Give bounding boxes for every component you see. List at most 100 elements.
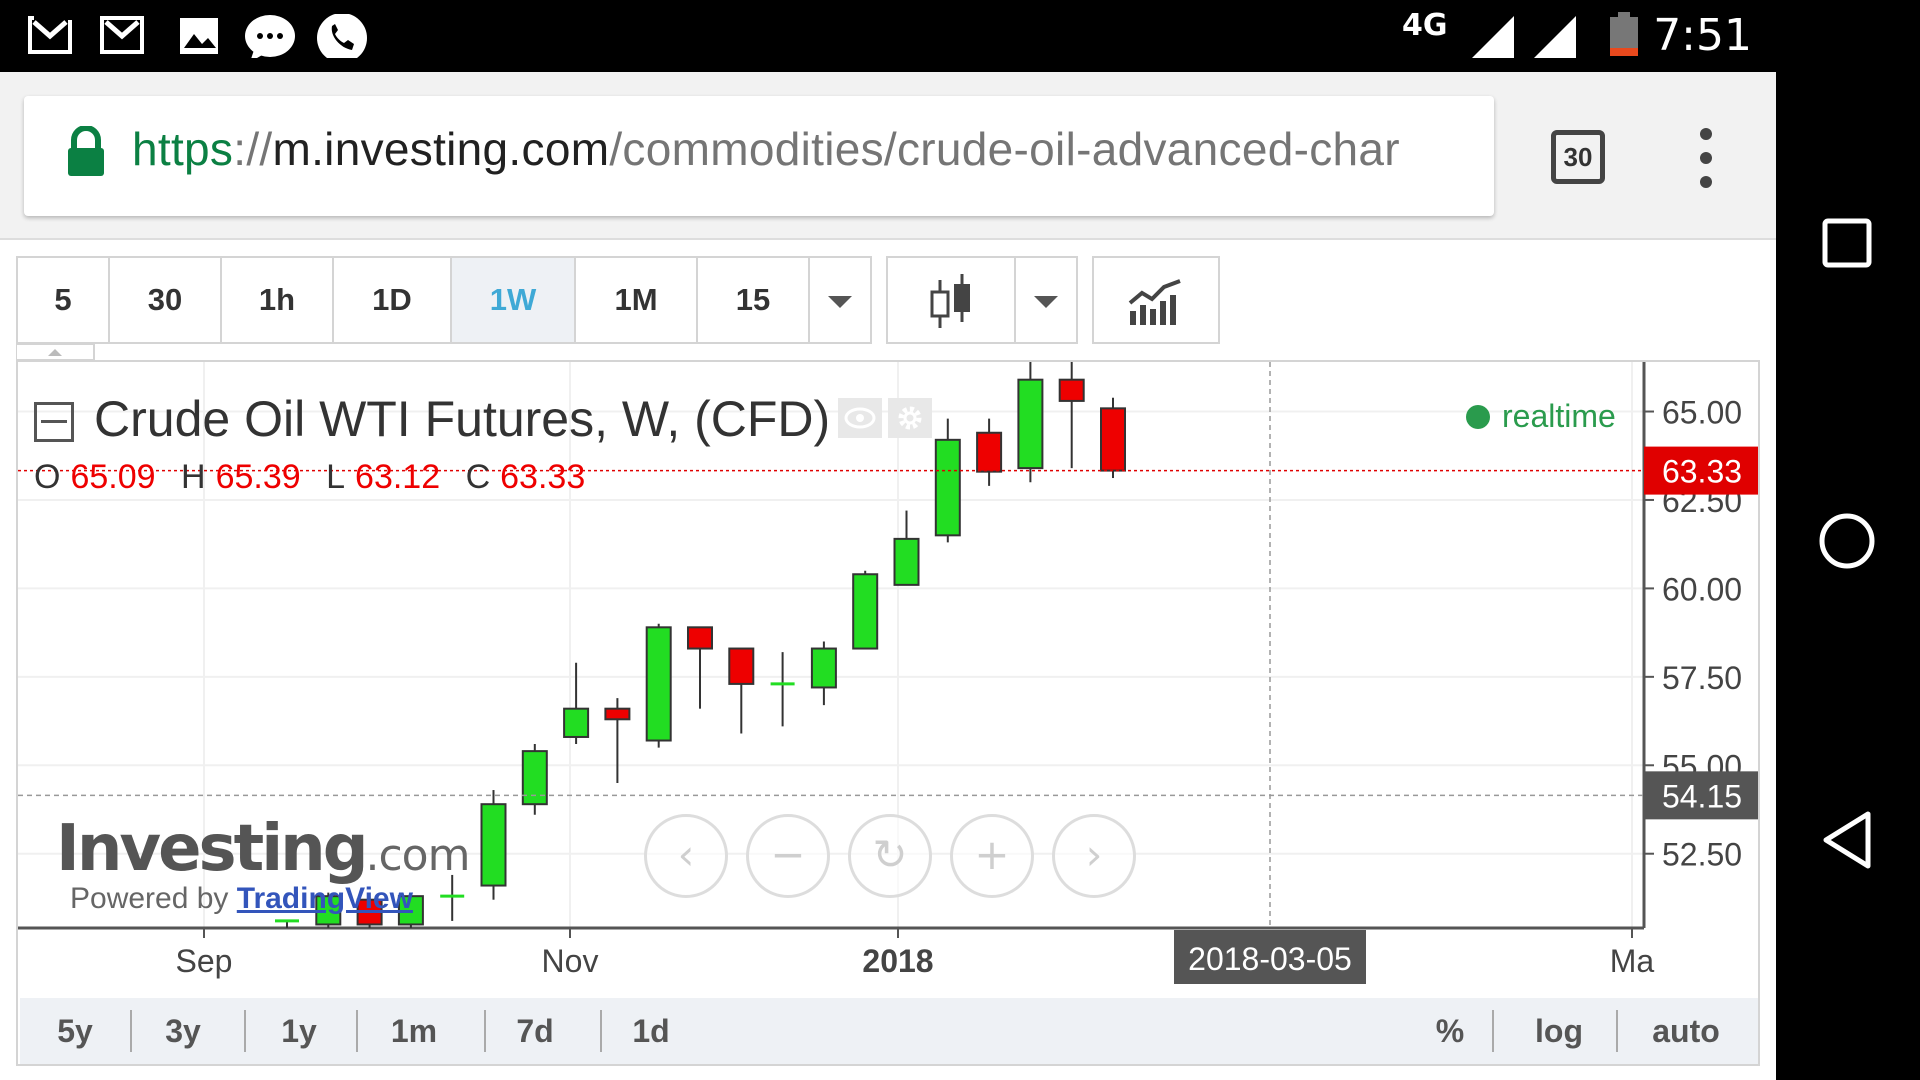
interval-dropdown[interactable] (810, 256, 872, 344)
ohlc-open: 65.09 (70, 458, 156, 496)
gear-icon[interactable] (888, 398, 932, 438)
indicators-button[interactable] (1092, 256, 1220, 344)
interval-5[interactable]: 5 (16, 256, 110, 344)
ohlc-legend: O 65.09 H 65.39 L 63.12 C 63.33 (34, 458, 601, 497)
lock-icon (68, 126, 104, 176)
recents-button[interactable] (1822, 218, 1872, 268)
crosshair-date-label: 2018-03-05 (1188, 941, 1352, 977)
logo-main: Investing (56, 812, 368, 886)
realtime-label: realtime (1502, 398, 1616, 434)
tradingview-link[interactable]: TradingView (236, 882, 413, 915)
status-bar: 4G 7:51 (0, 0, 1776, 72)
interval-1w[interactable]: 1W (452, 256, 576, 344)
x-tick-label: 2018 (862, 943, 933, 979)
realtime-dot-icon (1466, 405, 1490, 429)
ohlc-close-label: C (465, 458, 491, 496)
messages-icon (245, 15, 295, 58)
url-text[interactable]: https://m.investing.com/commodities/crud… (132, 122, 1400, 176)
candle-body (728, 647, 755, 685)
collapse-legend-icon[interactable] (34, 402, 74, 442)
indicators-icon (1128, 278, 1181, 325)
candle-body (1100, 407, 1126, 472)
battery-icon (1610, 12, 1638, 56)
gallery-icon (180, 18, 218, 54)
candle-body (604, 707, 631, 721)
interval-15[interactable]: 15 (698, 256, 810, 344)
range-1y[interactable]: 1y (281, 1013, 317, 1049)
range-separator (484, 1010, 486, 1052)
range-7d[interactable]: 7d (516, 1013, 554, 1049)
candle-body (976, 431, 1003, 473)
candle-body (852, 573, 879, 650)
url-scheme: https (132, 123, 234, 175)
tab-switcher-button[interactable]: 30 (1551, 130, 1605, 184)
chart-panel[interactable]: 65.00 62.50 60.00 57.50 55.00 52.50 Sep Nov 2018… (16, 360, 1760, 1066)
chevron-down-icon (828, 295, 852, 308)
browser-menu-button[interactable] (1686, 128, 1726, 188)
wifi-signal-icon (1534, 16, 1576, 58)
gmail-icon (100, 16, 144, 54)
ohlc-open-label: O (34, 458, 61, 496)
log-scale-toggle[interactable]: log (1535, 1013, 1583, 1049)
crosshair-price-label: 54.15 (1662, 778, 1742, 814)
zoom-out-button[interactable]: − (746, 814, 830, 898)
ohlc-close: 63.33 (500, 458, 586, 496)
investing-logo: Investing.com (56, 812, 471, 886)
home-button[interactable] (1818, 512, 1876, 570)
range-separator (1492, 1010, 1494, 1052)
range-1m[interactable]: 1m (390, 1013, 438, 1049)
auto-scale-toggle[interactable]: auto (1652, 1013, 1720, 1049)
eye-icon[interactable] (838, 398, 882, 438)
url-separator: :// (233, 123, 273, 175)
address-bar[interactable]: https://m.investing.com/commodities/crud… (24, 96, 1494, 216)
ohlc-high-label: H (181, 458, 206, 496)
candle-body (934, 438, 961, 537)
interval-30[interactable]: 30 (110, 256, 222, 344)
range-separator (1616, 1010, 1618, 1052)
x-tick-label: Sep (176, 943, 233, 979)
candle-body (521, 750, 548, 806)
candle-body (687, 626, 713, 650)
logo-suffix: .com (365, 830, 471, 881)
candle-body (397, 895, 424, 926)
reset-chart-button[interactable]: ↻ (848, 814, 932, 898)
collapse-toolbar-tab[interactable] (16, 344, 96, 360)
url-path: /commodities/crude-oil-advanced-char (609, 123, 1400, 175)
chart-type-dropdown[interactable] (1016, 256, 1078, 344)
candle-body (480, 803, 507, 887)
candlestick-icon (930, 273, 970, 328)
signal-icon (1472, 16, 1514, 58)
range-5y[interactable]: 5y (57, 1013, 93, 1049)
ohlc-high: 65.39 (215, 458, 301, 496)
scroll-left-button[interactable]: ‹ (644, 814, 728, 898)
interval-1d[interactable]: 1D (334, 256, 452, 344)
x-tick-label: Ma (1610, 943, 1655, 979)
scroll-right-button[interactable]: › (1052, 814, 1136, 898)
range-separator (130, 1010, 132, 1052)
powered-by: Powered by TradingView (70, 882, 413, 916)
crosshair-date-tag (1174, 930, 1366, 984)
powered-by-label: Powered by (70, 882, 229, 915)
percent-scale-toggle[interactable]: % (1435, 1013, 1465, 1049)
clock: 7:51 (1653, 10, 1752, 61)
candle-body (315, 895, 342, 926)
range-bar: 5y 3y 1y 1m 7d 1d % log auto (20, 998, 1758, 1064)
zoom-in-button[interactable]: + (950, 814, 1034, 898)
last-price-label: 63.33 (1662, 454, 1742, 490)
candle-body (563, 707, 590, 738)
range-3y[interactable]: 3y (165, 1013, 201, 1049)
y-tick-label: 52.50 (1662, 837, 1742, 873)
interval-1h[interactable]: 1h (222, 256, 334, 344)
realtime-badge: realtime (1466, 398, 1616, 435)
url-host: m.investing.com (272, 123, 610, 175)
interval-1m[interactable]: 1M (576, 256, 698, 344)
chart-type-button[interactable] (886, 256, 1016, 344)
y-tick-label: 65.00 (1662, 395, 1742, 431)
candle-body (893, 537, 920, 586)
range-separator (244, 1010, 246, 1052)
back-button[interactable] (1820, 810, 1876, 870)
y-tick-label: 57.50 (1662, 660, 1742, 696)
candle-body (1017, 378, 1044, 470)
range-1d[interactable]: 1d (632, 1013, 670, 1049)
